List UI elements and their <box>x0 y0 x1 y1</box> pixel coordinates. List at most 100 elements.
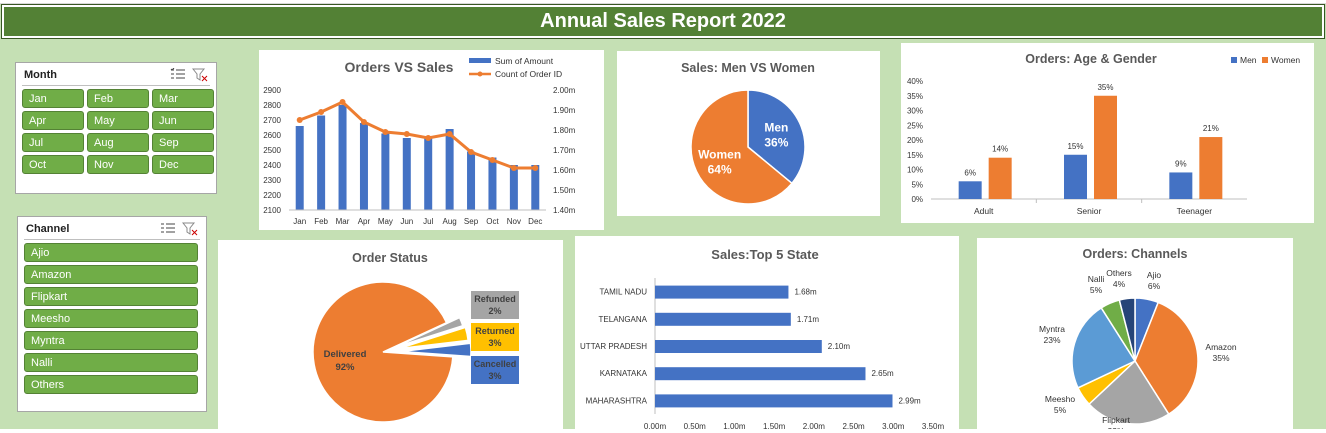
top5-state-svg: Sales:Top 5 State 0.00m 0.50m 1.00m 1.50m 2.0… <box>575 236 959 430</box>
data-label: 35% <box>1097 83 1113 92</box>
channel-button-meesho[interactable]: Meesho <box>24 309 198 328</box>
chart-title: Sales:Top 5 State <box>711 247 818 262</box>
slice-label: Others <box>1106 268 1132 278</box>
point-jul <box>425 135 431 141</box>
y-tick-label-right: 1.60m <box>553 166 576 175</box>
bar-jul <box>424 138 432 210</box>
slice-label: Refunded <box>474 294 516 304</box>
month-button-may[interactable]: May <box>87 111 149 130</box>
month-button-feb[interactable]: Feb <box>87 89 149 108</box>
x-tick-label: Teenager <box>1177 206 1213 216</box>
clear-filter-icon[interactable] <box>182 222 198 236</box>
bar-jun <box>403 138 411 210</box>
month-button-dec[interactable]: Dec <box>152 155 214 174</box>
slice-label: Myntra <box>1039 324 1065 334</box>
channel-button-flipkart[interactable]: Flipkart <box>24 287 198 306</box>
y-tick-label-right: 1.40m <box>553 206 576 215</box>
y-tick-label: TELANGANA <box>599 315 648 324</box>
channel-button-nalli[interactable]: Nalli <box>24 353 198 372</box>
legend-swatch-bar <box>469 58 491 63</box>
x-tick-label: Feb <box>314 217 328 226</box>
bar-teenager-men <box>1169 172 1192 199</box>
month-button-jul[interactable]: Jul <box>22 133 84 152</box>
chart-title: Order Status <box>352 251 428 265</box>
data-label: 15% <box>1067 142 1083 151</box>
y-tick-label-left: 2200 <box>263 191 281 200</box>
data-label: 9% <box>1175 159 1187 168</box>
order-status-chart: Order Status Delivered 92% Refunded 2% Return… <box>218 240 563 430</box>
bar-senior-men <box>1064 155 1087 199</box>
slice-value: 2% <box>488 306 501 316</box>
point-may <box>382 129 388 135</box>
bar-apr <box>360 123 368 210</box>
y-tick-label: TAMIL NADU <box>599 288 647 297</box>
point-jan <box>297 117 303 123</box>
bar-dec <box>531 165 539 210</box>
point-feb <box>318 109 324 115</box>
y-tick-label-left: 2500 <box>263 146 281 155</box>
slice-value: 5% <box>1054 405 1067 415</box>
bar-telangana <box>655 313 791 326</box>
bar-sep <box>467 152 475 211</box>
men-vs-women-chart: Sales: Men VS Women Men 36% Women 64% <box>617 51 880 216</box>
y-tick-label: 35% <box>907 92 923 101</box>
clear-filter-icon[interactable] <box>192 68 208 82</box>
month-button-mar[interactable]: Mar <box>152 89 214 108</box>
slice-label: Nalli <box>1088 274 1105 284</box>
x-tick-label: Aug <box>443 217 457 226</box>
y-tick-label: 10% <box>907 166 923 175</box>
line-count-of-order-id <box>300 102 536 168</box>
bar-maharashtra <box>655 394 892 407</box>
bar-feb <box>317 116 325 211</box>
multi-select-icon[interactable] <box>170 68 186 82</box>
report-title-bar: Annual Sales Report 2022 <box>2 5 1324 38</box>
point-dec <box>532 165 538 171</box>
x-tick-label: Nov <box>507 217 521 226</box>
channel-button-others[interactable]: Others <box>24 375 198 394</box>
chart-title: Sales: Men VS Women <box>681 61 815 75</box>
x-tick-label: Jun <box>400 217 413 226</box>
month-button-jan[interactable]: Jan <box>22 89 84 108</box>
y-tick-label-left: 2600 <box>263 131 281 140</box>
age-gender-chart: Orders: Age & Gender Men Women 40% 35% 30% 25%… <box>901 43 1314 223</box>
slice-value: 23% <box>1043 335 1060 345</box>
slice-label: Delivered <box>324 349 367 360</box>
x-tick-label: Sep <box>464 217 479 226</box>
channel-button-myntra[interactable]: Myntra <box>24 331 198 350</box>
y-tick-label-right: 1.90m <box>553 106 576 115</box>
chart-title: Orders: Age & Gender <box>1025 52 1157 66</box>
x-tick-label: Senior <box>1077 206 1102 216</box>
orders-vs-sales-chart: Orders VS Sales Sum of Amount Count of Ord… <box>259 50 604 230</box>
channel-button-amazon[interactable]: Amazon <box>24 265 198 284</box>
slice-label: Flipkart <box>1102 415 1131 425</box>
y-tick-label-left: 2800 <box>263 101 281 110</box>
channel-button-ajio[interactable]: Ajio <box>24 243 198 262</box>
month-button-oct[interactable]: Oct <box>22 155 84 174</box>
x-tick-label: Adult <box>974 206 994 216</box>
legend-swatch-men <box>1231 57 1237 63</box>
month-button-aug[interactable]: Aug <box>87 133 149 152</box>
month-button-jun[interactable]: Jun <box>152 111 214 130</box>
slice-value: 36% <box>764 136 788 150</box>
legend-swatch-women <box>1262 57 1268 63</box>
x-tick-label: Dec <box>528 217 542 226</box>
data-label: 2.99m <box>898 396 921 405</box>
multi-select-icon[interactable] <box>160 222 176 236</box>
slice-value: 64% <box>708 162 732 176</box>
channel-slicer-title: Channel <box>26 223 69 235</box>
sheet-bottom-edge <box>0 429 1326 433</box>
month-button-nov[interactable]: Nov <box>87 155 149 174</box>
point-mar <box>340 99 346 105</box>
month-button-grid: Jan Feb Mar Apr May Jun Jul Aug Sep Oct Nov Dec <box>22 89 210 174</box>
month-button-sep[interactable]: Sep <box>152 133 214 152</box>
slice-value: 5% <box>1090 285 1103 295</box>
chart-title: Orders: Channels <box>1083 247 1188 261</box>
channel-button-list: Ajio Amazon Flipkart Meesho Myntra Nalli Other… <box>24 243 200 394</box>
y-tick-label-right: 1.50m <box>553 186 576 195</box>
legend-label: Count of Order ID <box>495 69 562 79</box>
slice-value: 4% <box>1113 279 1126 289</box>
data-label: 2.65m <box>871 369 894 378</box>
slice-label: Ajio <box>1147 270 1161 280</box>
month-button-apr[interactable]: Apr <box>22 111 84 130</box>
